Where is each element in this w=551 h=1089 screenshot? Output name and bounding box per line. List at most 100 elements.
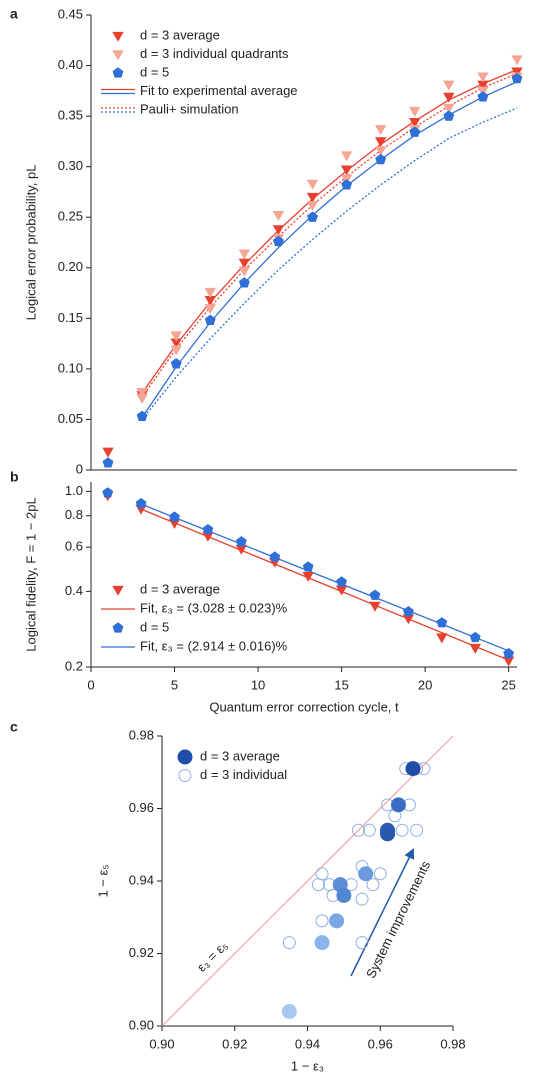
marker (443, 92, 455, 103)
marker (238, 266, 251, 277)
legend-marker (112, 67, 124, 78)
legend-marker (112, 622, 124, 633)
legend-label: Fit to experimental average (140, 83, 298, 98)
y-axis-label: Logical fidelity, F = 1 − 2pL (23, 497, 38, 651)
panel-letter: a (10, 6, 18, 22)
y-tick-label: 0.6 (65, 539, 83, 554)
x-tick-label: 15 (334, 677, 348, 692)
y-axis-label: 1 − ε₅ (95, 864, 110, 897)
legend-marker (112, 585, 124, 596)
series-line (140, 503, 509, 652)
marker (355, 936, 369, 950)
marker (238, 277, 250, 288)
x-tick-label: 0.92 (222, 1036, 247, 1051)
marker (235, 544, 248, 555)
panel-letter: b (10, 469, 19, 485)
marker (204, 287, 216, 298)
legend-label: d = 5 (140, 64, 169, 79)
marker (314, 935, 330, 951)
marker (511, 67, 523, 78)
marker (511, 73, 523, 84)
marker (436, 633, 448, 644)
marker (336, 576, 348, 587)
marker (469, 643, 481, 654)
arrow (350, 848, 415, 977)
marker (170, 331, 182, 342)
marker (469, 631, 481, 643)
x-tick-label: 0.94 (295, 1036, 320, 1051)
x-tick-label: 0.98 (440, 1036, 465, 1051)
y-tick-label: 0.92 (129, 945, 154, 960)
y-tick-label: 0.98 (129, 727, 154, 742)
y-tick-label: 0.90 (129, 1017, 154, 1032)
marker (336, 888, 352, 903)
identity-label: ε₃ = ε₅ (194, 938, 231, 975)
x-axis-label: Quantum error correction cycle, t (209, 699, 399, 714)
x-tick-label: 20 (418, 677, 432, 692)
marker (375, 153, 387, 165)
marker (340, 165, 353, 176)
marker (306, 179, 319, 190)
marker (405, 761, 421, 777)
marker (362, 823, 376, 837)
fit-line (141, 73, 518, 398)
x-tick-label: 0.96 (368, 1036, 393, 1051)
fit-line (141, 81, 518, 418)
x-tick-label: 25 (501, 677, 515, 692)
marker (307, 211, 318, 222)
marker (102, 487, 114, 498)
marker (374, 137, 387, 148)
marker (390, 797, 406, 813)
marker (315, 914, 329, 928)
marker (302, 571, 314, 582)
legend-label: d = 3 individual (200, 767, 287, 782)
fit-line (141, 107, 518, 420)
marker (374, 146, 387, 157)
legend-label: Fit, ε₃ = (2.914 ± 0.016)% (140, 638, 288, 653)
y-tick-label: 0.8 (65, 507, 83, 522)
y-tick-label: 0.94 (129, 872, 154, 887)
legend-label: d = 3 average (140, 581, 220, 596)
marker (355, 892, 369, 906)
marker (409, 126, 421, 137)
legend-marker (112, 31, 124, 42)
marker (358, 866, 374, 882)
marker (170, 358, 182, 369)
legend-label: Pauli+ simulation (140, 101, 239, 116)
marker (269, 551, 281, 562)
marker (136, 410, 148, 422)
marker (136, 387, 148, 398)
marker (282, 936, 296, 950)
y-tick-label: 0.45 (58, 6, 83, 21)
legend-label: d = 3 average (200, 748, 280, 763)
marker (272, 225, 285, 236)
marker (204, 314, 216, 325)
x-axis-label: 1 − ε₃ (291, 1058, 324, 1073)
marker (272, 211, 285, 222)
y-tick-label: 0.40 (58, 57, 83, 72)
x-tick-label: 5 (171, 677, 178, 692)
marker (235, 536, 247, 547)
legend-label: d = 5 (140, 619, 169, 634)
y-tick-label: 0 (76, 461, 83, 476)
marker (136, 394, 148, 405)
arrow-label: System improvements (363, 858, 433, 980)
marker (169, 511, 180, 522)
x-tick-label: 10 (251, 677, 265, 692)
marker (477, 72, 489, 83)
marker (409, 118, 421, 128)
marker (443, 80, 455, 91)
marker (315, 867, 329, 881)
y-tick-label: 0.20 (58, 259, 83, 274)
y-tick-label: 0.35 (58, 108, 83, 123)
marker (306, 192, 319, 203)
marker (204, 304, 216, 315)
marker (366, 878, 380, 892)
marker (380, 826, 396, 842)
marker (410, 823, 424, 837)
marker (436, 617, 448, 628)
fit-line (141, 68, 518, 394)
marker (170, 345, 182, 356)
